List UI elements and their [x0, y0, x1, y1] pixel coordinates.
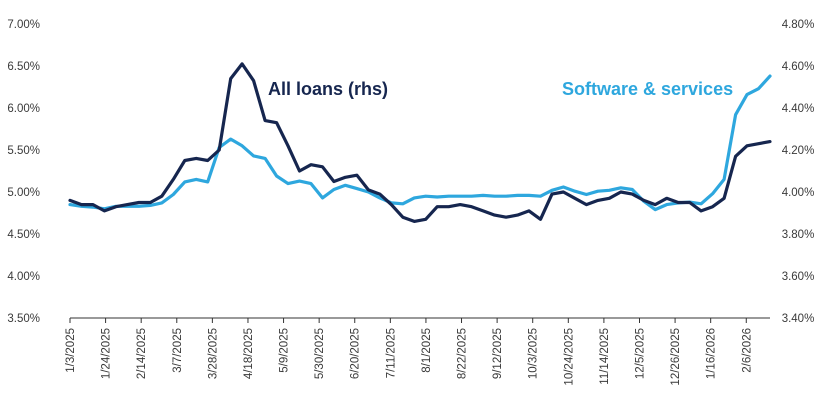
annotation-all-loans: All loans (rhs) [268, 79, 388, 99]
right-tick-label: 4.00% [782, 187, 815, 199]
x-tick-label: 2/14/2025 [136, 328, 148, 379]
right-tick-label: 4.80% [782, 19, 815, 31]
right-tick-label: 4.20% [782, 145, 815, 157]
right-tick-label: 4.60% [782, 61, 815, 73]
left-tick-label: 4.50% [7, 229, 40, 241]
x-tick-label: 6/20/2025 [350, 328, 362, 379]
series-software-services-line [68, 74, 772, 212]
x-tick-label: 9/12/2025 [492, 328, 504, 379]
x-tick-label: 5/30/2025 [314, 328, 326, 379]
series-all-loans-line [68, 62, 772, 223]
right-tick-label: 3.40% [782, 313, 815, 325]
x-tick-label: 2/6/2026 [741, 328, 753, 373]
x-tick-label: 11/14/2025 [599, 328, 611, 385]
right-tick-label: 3.60% [782, 271, 815, 283]
left-tick-label: 4.00% [7, 271, 40, 283]
x-tick-label: 1/3/2025 [65, 328, 77, 373]
x-tick-label: 10/3/2025 [528, 328, 540, 379]
x-tick-label: 8/22/2025 [457, 328, 469, 379]
x-tick-label: 3/28/2025 [207, 328, 219, 379]
left-tick-label: 5.00% [7, 187, 40, 199]
x-tick-label: 12/26/2025 [670, 328, 682, 386]
x-tick-label: 12/5/2025 [634, 328, 646, 379]
x-tick-label: 10/24/2025 [563, 328, 575, 386]
x-tick-label: 1/16/2026 [706, 328, 718, 379]
left-tick-label: 3.50% [7, 313, 40, 325]
right-tick-label: 3.80% [782, 229, 815, 241]
x-tick-label: 3/7/2025 [172, 328, 184, 373]
right-tick-label: 4.40% [782, 103, 815, 115]
x-tick-label: 4/18/2025 [243, 328, 255, 379]
left-tick-label: 6.50% [7, 61, 40, 73]
left-tick-label: 7.00% [7, 19, 40, 31]
left-axis: 3.50% 4.00% 4.50% 5.00% 5.50% 6.00% 6.50% 7.00% [7, 19, 40, 325]
right-axis: 3.40% 3.60% 3.80% 4.00% 4.20% 4.40% 4.60% 4.80% [782, 19, 815, 325]
annotation-software-services: Software & services [562, 79, 733, 99]
x-tick-label: 8/1/2025 [421, 328, 433, 373]
x-tick-label: 1/24/2025 [101, 328, 113, 379]
x-tick-label: 5/9/2025 [279, 328, 291, 373]
left-tick-label: 5.50% [7, 145, 40, 157]
left-tick-label: 6.00% [7, 103, 40, 115]
x-axis: 1/3/2025 1/24/2025 2/14/2025 3/7/2025 3/28/2… [65, 318, 753, 386]
x-tick-label: 7/11/2025 [385, 328, 397, 378]
